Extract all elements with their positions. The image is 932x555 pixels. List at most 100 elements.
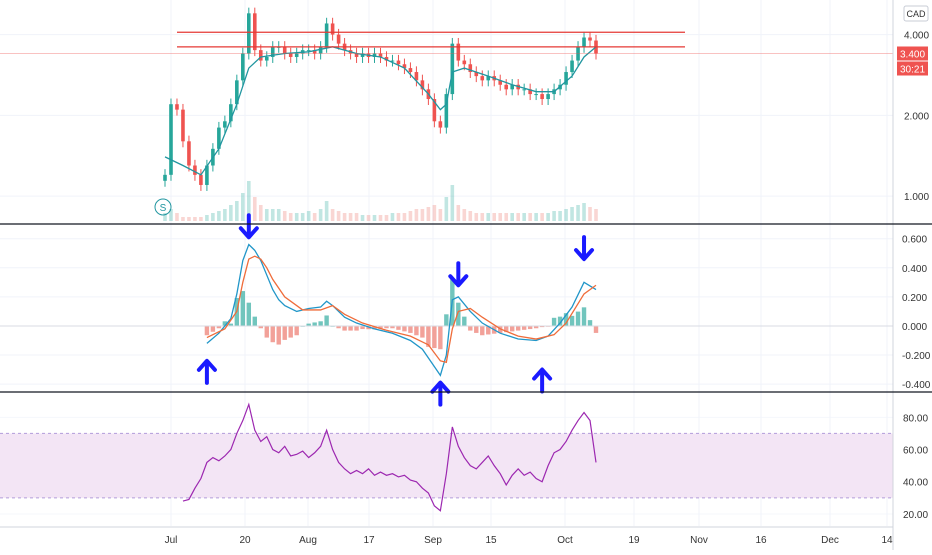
- macd-histogram-bar: [222, 321, 228, 326]
- candle-body: [217, 127, 221, 149]
- macd-histogram-bar: [444, 314, 449, 326]
- volume-bar: [438, 209, 443, 221]
- macd-histogram-bar: [563, 313, 569, 326]
- arrow-head: [448, 274, 469, 288]
- candle-body: [378, 53, 383, 57]
- volume-bar: [588, 207, 592, 221]
- arrow-head: [238, 226, 259, 240]
- candle-body: [396, 60, 401, 65]
- volume-bar: [163, 213, 167, 221]
- candle-body: [504, 84, 509, 90]
- arrow-up-icon: [430, 380, 451, 407]
- candle-body: [247, 13, 251, 54]
- macd-histogram-bar: [468, 325, 473, 331]
- candle-body: [498, 80, 503, 85]
- candle-body: [372, 53, 377, 57]
- macd-histogram-bar: [360, 325, 365, 330]
- candle-body: [294, 53, 299, 57]
- volume-bar: [354, 213, 359, 221]
- macd-histogram-bar: [312, 322, 317, 326]
- volume-bar: [558, 211, 562, 221]
- macd-histogram-bar: [575, 311, 581, 326]
- volume-bar: [258, 205, 263, 221]
- macd-histogram-bar: [378, 325, 383, 329]
- candle-body: [199, 174, 203, 185]
- volume-bar: [372, 215, 377, 221]
- volume-bar: [594, 209, 598, 221]
- macd-histogram-bar: [396, 325, 401, 330]
- macd-histogram-bar: [246, 302, 252, 326]
- candle-body: [306, 50, 311, 52]
- macd-histogram-bar: [282, 325, 287, 340]
- x-tick-label: 15: [485, 535, 497, 546]
- candle-body: [414, 72, 419, 81]
- macd-histogram-bar: [515, 325, 521, 331]
- volume-bar: [516, 213, 520, 221]
- candle-body: [510, 84, 514, 90]
- arrow-head: [532, 367, 553, 381]
- macd-histogram-bar: [527, 325, 533, 330]
- candle-body: [235, 80, 239, 105]
- volume-bar: [175, 213, 179, 221]
- arrow-head: [430, 380, 451, 394]
- macd-histogram-bar: [557, 316, 563, 326]
- rsi-tick-label: 80.00: [903, 413, 928, 424]
- volume-bar: [324, 201, 329, 221]
- x-tick-label: 19: [628, 535, 640, 546]
- arrow-head: [574, 248, 595, 262]
- x-tick-label: 20: [239, 535, 251, 546]
- macd-histogram-bar: [408, 325, 413, 333]
- volume-bar: [241, 193, 245, 221]
- volume-bar: [498, 213, 503, 221]
- volume-bar: [306, 211, 311, 221]
- x-tick-label: Oct: [557, 535, 573, 546]
- volume-bar: [480, 213, 485, 221]
- volume-bar: [402, 213, 407, 221]
- volume-bar: [492, 213, 497, 221]
- x-tick-label: Aug: [299, 535, 317, 546]
- volume-bar: [408, 211, 413, 221]
- macd-histogram-bar: [342, 325, 347, 331]
- macd-histogram-bar: [348, 325, 353, 331]
- candle-body: [438, 121, 443, 128]
- macd-histogram-bar: [306, 323, 311, 326]
- split-badge-circle: [154, 198, 172, 216]
- volume-bar: [378, 215, 383, 221]
- volume-bar: [199, 217, 203, 221]
- volume-bar: [462, 209, 467, 221]
- volume-bar: [384, 215, 389, 221]
- countdown-tag: [897, 61, 928, 76]
- macd-histogram-bar: [204, 325, 210, 336]
- macd-histogram-bar: [324, 315, 329, 326]
- macd-histogram-bar: [539, 325, 545, 328]
- volume-bar: [252, 197, 257, 221]
- x-tick-label: 16: [755, 535, 767, 546]
- candle-body: [264, 56, 269, 61]
- macd-histogram-bar: [521, 325, 527, 330]
- macd-tick-label: 0.200: [902, 293, 927, 304]
- x-tick-label: Dec: [821, 535, 839, 546]
- macd-tick-label: 0.400: [902, 264, 927, 275]
- candle-body: [444, 94, 449, 128]
- macd-histogram-bar: [486, 325, 491, 335]
- arrow-head: [196, 358, 217, 372]
- candle-body: [336, 34, 341, 44]
- macd-histogram-bar: [240, 291, 246, 326]
- candle-body: [462, 60, 467, 65]
- candle-body: [163, 174, 167, 181]
- candle-body: [175, 104, 179, 110]
- macd-histogram-bar: [336, 325, 341, 329]
- macd-histogram-bar: [276, 325, 281, 345]
- macd-histogram-bar: [504, 325, 509, 333]
- macd-histogram-bar: [384, 325, 389, 329]
- candle-body: [576, 46, 580, 61]
- candle-body: [390, 60, 395, 62]
- candle-body: [169, 104, 173, 175]
- macd-tick-label: -0.400: [902, 380, 931, 391]
- volume-bar: [235, 201, 239, 221]
- volume-bar: [312, 213, 317, 221]
- rsi-line: [182, 402, 597, 512]
- macd-histogram-bar: [288, 325, 293, 338]
